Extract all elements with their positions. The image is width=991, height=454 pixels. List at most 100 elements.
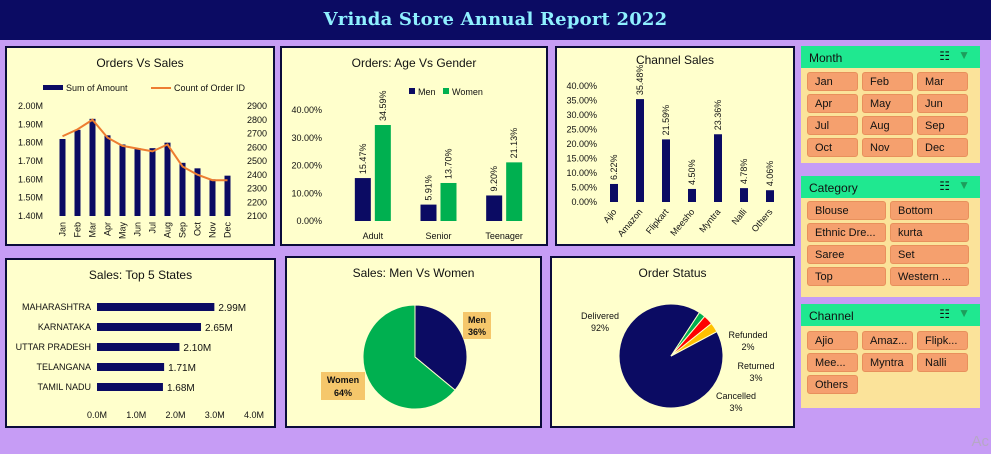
- y-tick-label: 10.00%: [566, 168, 597, 178]
- slicer-item-aug[interactable]: Aug: [862, 116, 913, 135]
- slicer-item-amaz[interactable]: Amaz...: [862, 331, 913, 350]
- slicer-item-myntra[interactable]: Myntra: [862, 353, 913, 372]
- bar-sum-of-amount: [194, 168, 201, 216]
- y-tick-label: 20.00%: [291, 161, 322, 171]
- slicer-item-jan[interactable]: Jan: [807, 72, 858, 91]
- x-tick-label: Jan: [58, 222, 68, 237]
- data-label: 36%: [468, 327, 486, 337]
- bar-channel: [636, 99, 644, 202]
- slicer-item-set[interactable]: Set: [890, 245, 969, 264]
- orders-vs-sales-panel: Orders Vs Sales Sum of Amount Count of Or…: [5, 46, 275, 246]
- slicer-item-jul[interactable]: Jul: [807, 116, 858, 135]
- slicer-item-saree[interactable]: Saree: [807, 245, 886, 264]
- slicer-item-oct[interactable]: Oct: [807, 138, 858, 157]
- y-tick-label: 15.00%: [566, 154, 597, 164]
- x-tick-label: Meesho: [668, 207, 696, 238]
- y2-tick-label: 2900: [247, 101, 267, 111]
- data-label: 6.22%: [609, 154, 619, 180]
- y-tick-label: 30.00%: [566, 110, 597, 120]
- bar-channel: [766, 190, 774, 202]
- multi-select-icon[interactable]: ☷: [939, 49, 950, 63]
- data-label: 2.99M: [218, 303, 246, 314]
- x-tick-label: 1.0M: [126, 410, 146, 420]
- x-tick-label: 0.0M: [87, 410, 107, 420]
- chart-title: Orders: Age Vs Gender: [351, 56, 477, 70]
- pie-slice-men: [414, 304, 468, 391]
- slicer-item-kurta[interactable]: kurta: [890, 223, 969, 242]
- chart-title: Sales: Top 5 States: [88, 268, 193, 282]
- slicer-item-ethnic-dre[interactable]: Ethnic Dre...: [807, 223, 886, 242]
- bar-sum-of-amount: [164, 142, 171, 216]
- slicer-item-ajio[interactable]: Ajio: [807, 331, 858, 350]
- y-tick-label: TAMIL NADU: [37, 382, 91, 392]
- data-label: 2%: [741, 342, 754, 352]
- y2-tick-label: 2200: [247, 197, 267, 207]
- channel-sales-panel: Channel Sales 0.00% 5.00% 10.00% 15.00% 20.0…: [555, 46, 795, 246]
- slicer-item-nov[interactable]: Nov: [862, 138, 913, 157]
- channel-sales-chart: 0.00% 5.00% 10.00% 15.00% 20.00% 25.00% 30.00%…: [566, 65, 775, 239]
- slicer-item-western[interactable]: Western ...: [890, 267, 969, 286]
- y-tick-label: 0.00%: [571, 197, 597, 207]
- slicer-item-jun[interactable]: Jun: [917, 94, 968, 113]
- data-label: 4.06%: [765, 161, 775, 187]
- x-tick-label: Nalli: [730, 207, 749, 227]
- bar-sum-of-amount: [89, 118, 96, 216]
- y-tick-label: UTTAR PRADESH: [16, 342, 91, 352]
- data-label: 1.68M: [167, 383, 195, 394]
- y-tick-label: 40.00%: [566, 81, 597, 91]
- y2-tick-label: 2400: [247, 170, 267, 180]
- line-count-of-order-id: [62, 118, 228, 182]
- slicer-item-mee[interactable]: Mee...: [807, 353, 858, 372]
- data-label: 64%: [334, 388, 352, 398]
- data-label: 9.20%: [489, 166, 499, 192]
- slicer-item-blouse[interactable]: Blouse: [807, 201, 886, 220]
- y-tick-label: 5.00%: [571, 183, 597, 193]
- top-states-chart: MAHARASHTRA 2.99M KARNATAKA 2.65M UTTAR PRAD…: [16, 302, 264, 420]
- data-label: 1.71M: [168, 363, 196, 374]
- x-tick-label: Nov: [208, 222, 218, 239]
- y-tick-label: KARNATAKA: [38, 322, 91, 332]
- chart-title: Sales: Men Vs Women: [352, 266, 475, 280]
- legend-swatch: [443, 88, 449, 94]
- y-tick-label: TELANGANA: [36, 362, 91, 372]
- month-slicer: Month ☷ ▼ Jan Feb Mar Apr May Jun Jul Aug Sep Oct…: [801, 46, 980, 163]
- y-tick-label: 1.90M: [18, 119, 43, 129]
- x-tick-label: Mar: [88, 222, 98, 238]
- slicer-item-top[interactable]: Top: [807, 267, 886, 286]
- data-label: 2.10M: [183, 343, 211, 354]
- y2-tick-label: 2800: [247, 115, 267, 125]
- data-label: 4.78%: [739, 159, 749, 185]
- multi-select-icon[interactable]: ☷: [939, 307, 950, 321]
- slicer-item-apr[interactable]: Apr: [807, 94, 858, 113]
- x-tick-label: Feb: [73, 222, 83, 238]
- x-tick-label: 3.0M: [205, 410, 225, 420]
- y-tick-label: 35.00%: [566, 96, 597, 106]
- y2-tick-label: 2100: [247, 211, 267, 221]
- channel-slicer: Channel ☷ ▼ Ajio Amaz... Flipk... Mee... Myn…: [801, 304, 980, 408]
- bar-sum-of-amount: [134, 148, 141, 216]
- slicer-item-may[interactable]: May: [862, 94, 913, 113]
- bar-men: [486, 195, 503, 221]
- slicer-item-mar[interactable]: Mar: [917, 72, 968, 91]
- slicer-item-feb[interactable]: Feb: [862, 72, 913, 91]
- slicer-item-nalli[interactable]: Nalli: [917, 353, 968, 372]
- y-tick-label: 25.00%: [566, 125, 597, 135]
- clear-filter-icon[interactable]: ▼: [958, 306, 970, 320]
- y2-tick-label: 2300: [247, 184, 267, 194]
- bar-channel: [740, 188, 748, 202]
- bar-women: [440, 182, 457, 221]
- slicer-item-others[interactable]: Others: [807, 375, 858, 394]
- clear-filter-icon[interactable]: ▼: [958, 178, 970, 192]
- data-label: Returned: [737, 361, 774, 371]
- slicer-item-bottom[interactable]: Bottom: [890, 201, 969, 220]
- slicer-item-dec[interactable]: Dec: [917, 138, 968, 157]
- multi-select-icon[interactable]: ☷: [939, 179, 950, 193]
- order-status-chart: Delivered 92% Refunded 2% Returned 3% Cancelle…: [581, 303, 775, 413]
- clear-filter-icon[interactable]: ▼: [958, 48, 970, 62]
- data-label: 21.59%: [661, 105, 671, 136]
- slicer-item-flipk[interactable]: Flipk...: [917, 331, 968, 350]
- slicer-item-sep[interactable]: Sep: [917, 116, 968, 135]
- x-tick-label: Teenager: [485, 231, 523, 241]
- x-tick-label: Flipkart: [644, 206, 671, 235]
- bar-state: [97, 363, 165, 371]
